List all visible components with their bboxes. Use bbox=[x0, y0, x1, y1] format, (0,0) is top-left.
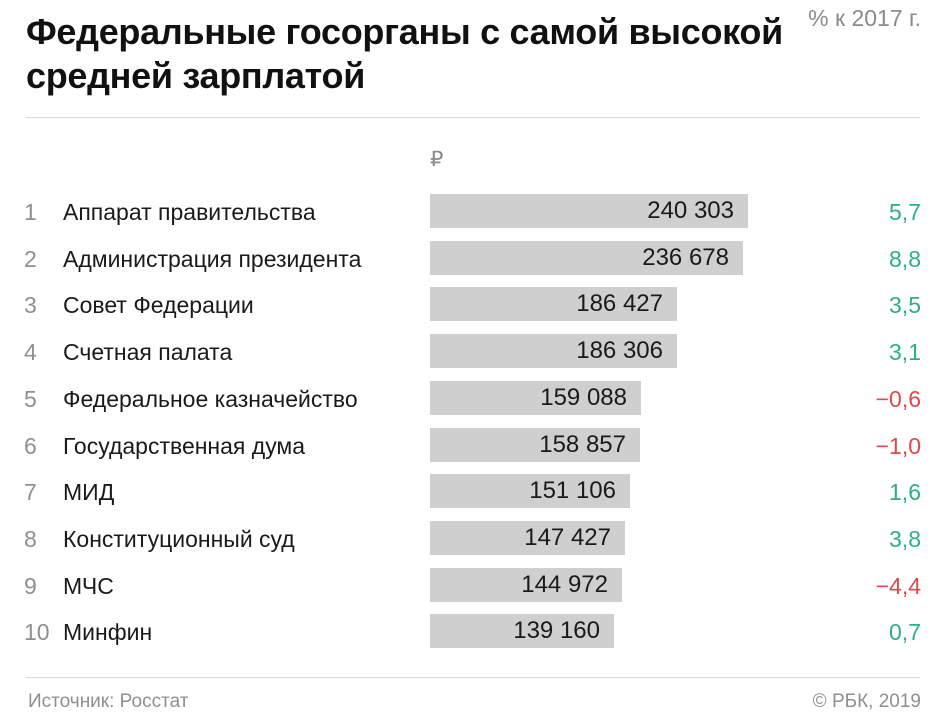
category-label: МЧС bbox=[63, 573, 114, 599]
bar-value-label: 147 427 bbox=[524, 524, 611, 551]
salary-bar: 240 303 bbox=[430, 194, 748, 228]
category-label: Аппарат правительства bbox=[63, 199, 316, 225]
chart-row: 2 Администрация президента 236 678 8,8 bbox=[0, 241, 945, 277]
category-label: Государственная дума bbox=[63, 433, 306, 459]
chart-row: 10 Минфин 139 160 0,7 bbox=[0, 614, 945, 650]
rank-label: 5 bbox=[24, 386, 37, 412]
change-label: −0,6 bbox=[875, 386, 921, 412]
bottom-divider bbox=[26, 677, 920, 678]
category-label: Федеральное казначейство bbox=[63, 386, 358, 412]
salary-bar: 139 160 bbox=[430, 614, 614, 648]
rank-label: 2 bbox=[24, 246, 37, 272]
category-label: МИД bbox=[63, 479, 115, 505]
salary-bar: 158 857 bbox=[430, 428, 640, 462]
category-label: Конституционный суд bbox=[63, 526, 295, 552]
change-column-header: % к 2017 г. bbox=[808, 5, 921, 31]
rank-label: 4 bbox=[24, 339, 37, 365]
rank-label: 1 bbox=[24, 199, 37, 225]
chart-row: 1 Аппарат правительства 240 303 5,7 bbox=[0, 194, 945, 230]
change-label: 1,6 bbox=[889, 479, 921, 505]
chart-row: 4 Счетная палата 186 306 3,1 bbox=[0, 334, 945, 370]
rank-label: 9 bbox=[24, 573, 37, 599]
copyright-note: © РБК, 2019 bbox=[812, 691, 921, 712]
salary-bar: 147 427 bbox=[430, 521, 625, 555]
chart-row: 7 МИД 151 106 1,6 bbox=[0, 474, 945, 510]
chart-row: 8 Конституционный суд 147 427 3,8 bbox=[0, 521, 945, 557]
bar-value-label: 186 306 bbox=[576, 337, 663, 364]
bar-value-label: 144 972 bbox=[521, 571, 608, 598]
chart-row: 9 МЧС 144 972 −4,4 bbox=[0, 568, 945, 604]
chart-title: Федеральные госорганы с самой высокой ср… bbox=[26, 11, 783, 96]
change-label: −1,0 bbox=[875, 433, 921, 459]
change-label: 3,1 bbox=[889, 339, 921, 365]
chart-row: 5 Федеральное казначейство 159 088 −0,6 bbox=[0, 381, 945, 417]
bar-value-label: 186 427 bbox=[576, 290, 663, 317]
category-label: Минфин bbox=[63, 619, 153, 645]
chart-row: 3 Совет Федерации 186 427 3,5 bbox=[0, 287, 945, 323]
salary-bar: 159 088 bbox=[430, 381, 641, 415]
category-label: Счетная палата bbox=[63, 339, 233, 365]
salary-bar: 144 972 bbox=[430, 568, 622, 602]
salary-bar: 186 306 bbox=[430, 334, 677, 368]
bar-value-label: 159 088 bbox=[540, 384, 627, 411]
bar-value-label: 139 160 bbox=[513, 617, 600, 644]
bar-value-label: 151 106 bbox=[529, 477, 616, 504]
salary-bar: 186 427 bbox=[430, 287, 677, 321]
change-label: 3,8 bbox=[889, 526, 921, 552]
change-label: 5,7 bbox=[889, 199, 921, 225]
source-note: Источник: Росстат bbox=[28, 691, 189, 712]
category-label: Совет Федерации bbox=[63, 292, 254, 318]
salary-bar: 151 106 bbox=[430, 474, 630, 508]
bar-value-label: 240 303 bbox=[647, 197, 734, 224]
change-label: 0,7 bbox=[889, 619, 921, 645]
change-label: 3,5 bbox=[889, 292, 921, 318]
rank-label: 7 bbox=[24, 479, 37, 505]
rank-label: 6 bbox=[24, 433, 37, 459]
category-label: Администрация президента bbox=[63, 246, 362, 272]
rank-label: 10 bbox=[24, 619, 50, 645]
top-divider bbox=[26, 117, 920, 118]
salary-bar: 236 678 bbox=[430, 241, 743, 275]
value-column-header: ₽ bbox=[430, 148, 444, 171]
rank-label: 3 bbox=[24, 292, 37, 318]
chart-row: 6 Государственная дума 158 857 −1,0 bbox=[0, 428, 945, 464]
bar-value-label: 158 857 bbox=[539, 431, 626, 458]
change-label: 8,8 bbox=[889, 246, 921, 272]
change-label: −4,4 bbox=[875, 573, 921, 599]
rank-label: 8 bbox=[24, 526, 37, 552]
bar-value-label: 236 678 bbox=[642, 244, 729, 271]
